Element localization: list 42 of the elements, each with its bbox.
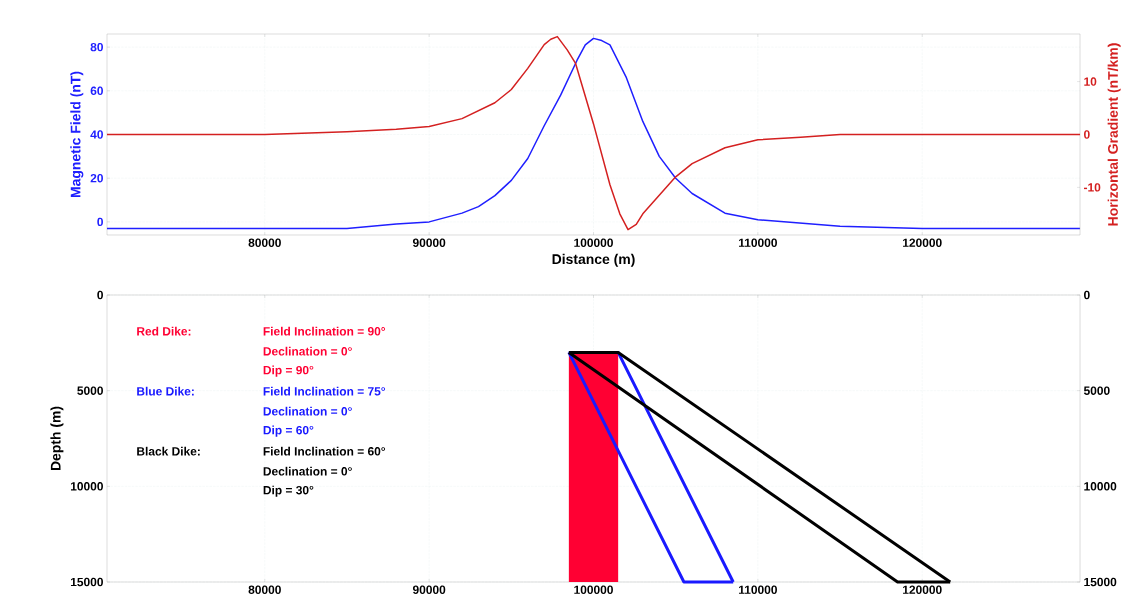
annotation: Field Inclination = 90° [263, 326, 386, 336]
annotation: Dip = 90° [263, 365, 314, 377]
y-tick-label: 0 [97, 290, 103, 300]
y2-axis-title: Horizontal Gradient (nT/km) [1107, 43, 1121, 226]
x-axis-title: Distance (m) [552, 253, 635, 267]
y-tick-label: 20 [90, 173, 103, 183]
y-tick-label: 40 [90, 130, 103, 139]
y2-tick-label: -10 [1084, 183, 1101, 192]
annotation: Declination = 0° [263, 346, 352, 356]
y2-tick-label: 5000 [1083, 386, 1110, 395]
y-axis-title: Depth (m) [50, 406, 64, 471]
x-tick-label: 100000 [574, 238, 613, 247]
annotation: Red Dike: [137, 326, 191, 336]
y2-tick-label: 0 [1084, 290, 1090, 300]
x-tick-label: 120000 [903, 585, 942, 594]
x-tick-label: 120000 [903, 238, 942, 247]
x-tick-label: 110000 [739, 238, 777, 247]
y-axis-title: Magnetic Field (nT) [70, 71, 84, 198]
annotation: Blue Dike: [137, 386, 194, 396]
y-tick-label: 80 [90, 42, 103, 52]
y2-tick-label: 10 [1084, 77, 1097, 86]
annotation: Declination = 0° [263, 466, 352, 476]
x-tick-label: 80000 [248, 238, 281, 247]
annotation: Declination = 0° [263, 406, 352, 416]
x-tick-label: 80000 [248, 585, 281, 594]
x-tick-label: 100000 [574, 585, 613, 594]
y2-tick-label: 0 [1084, 130, 1090, 139]
annotation: Dip = 30° [263, 485, 314, 497]
y-tick-label: 10000 [70, 482, 103, 491]
annotation: Field Inclination = 60° [263, 446, 386, 456]
x-tick-label: 90000 [412, 585, 446, 594]
y2-tick-label: 10000 [1084, 482, 1117, 491]
annotation: Dip = 60° [263, 425, 314, 437]
y-tick-label: 5000 [77, 386, 103, 395]
x-tick-label: 110000 [739, 585, 777, 594]
y-tick-label: 15000 [70, 577, 103, 587]
annotation: Black Dike: [137, 446, 200, 456]
y-tick-label: 0 [97, 217, 103, 227]
x-tick-label: 90000 [412, 238, 446, 247]
y2-tick-label: 15000 [1084, 577, 1117, 587]
annotation: Field Inclination = 75° [263, 386, 386, 396]
y-tick-label: 60 [90, 86, 103, 96]
